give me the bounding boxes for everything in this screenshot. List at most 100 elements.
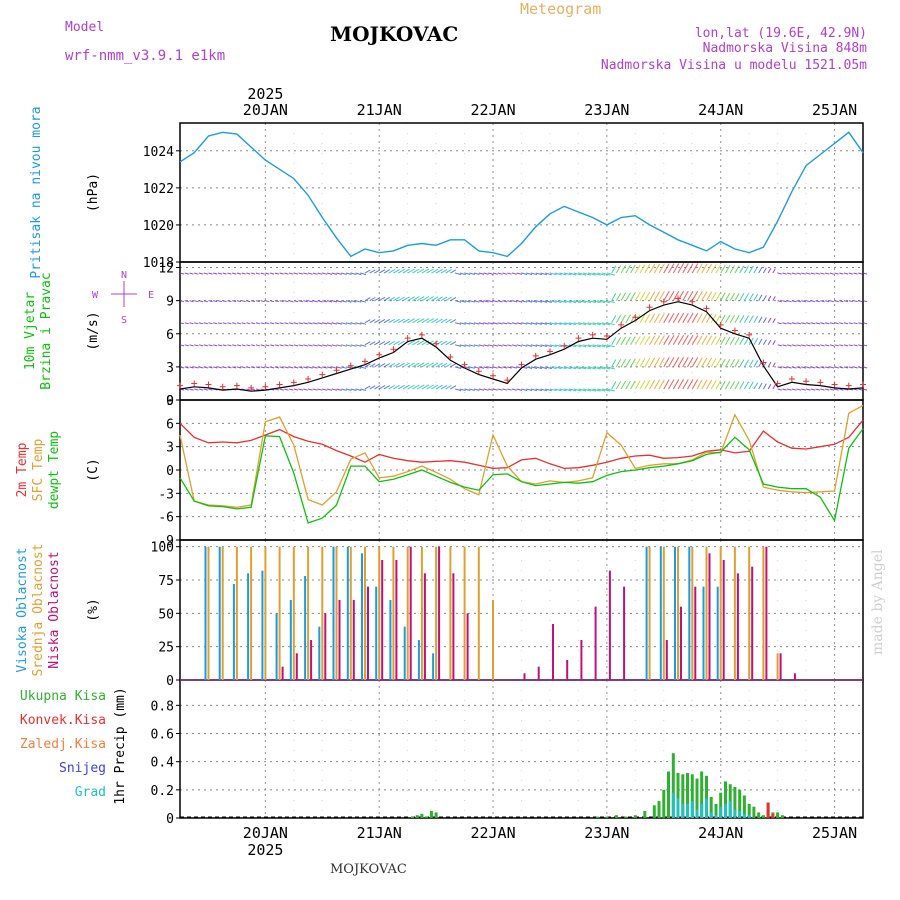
- wind-arrow: [834, 300, 839, 303]
- wind-arrow: [620, 336, 627, 346]
- wind-gust-marker: [831, 381, 838, 388]
- wind-arrow: [853, 300, 858, 303]
- y-tick-label: 3: [166, 441, 174, 456]
- wind-gust-marker: [575, 335, 582, 342]
- wind-arrow: [369, 385, 376, 390]
- cloud-bar: [367, 586, 369, 680]
- wind-arrow: [265, 322, 270, 325]
- wind-gust-marker: [319, 371, 326, 378]
- wind-arrow: [530, 388, 538, 392]
- wind-arrow: [502, 366, 508, 369]
- wind-arrow: [412, 296, 420, 302]
- wind-arrow: [450, 296, 457, 302]
- wind-arrow: [767, 339, 772, 346]
- wind-arrow: [824, 388, 830, 391]
- wind-arrow: [663, 290, 670, 301]
- wind-arrow: [473, 322, 480, 325]
- wind-gust-marker: [404, 335, 411, 342]
- wind-arrow: [435, 384, 443, 390]
- wind-arrow: [369, 269, 376, 274]
- y-tick-label: 6: [166, 417, 174, 432]
- wind-arrow: [492, 344, 498, 347]
- y-tick-label: 0: [166, 464, 174, 479]
- wind-arrow: [378, 296, 386, 302]
- precip-bar: [714, 815, 718, 818]
- wind-arrow: [549, 272, 557, 276]
- wind-arrow: [583, 322, 592, 326]
- wind-arrow: [317, 344, 323, 347]
- cloud-bar: [674, 546, 676, 680]
- wind-arrow: [421, 268, 430, 274]
- y-tick-label: 100: [151, 541, 174, 556]
- wind-gust-marker: [376, 351, 383, 358]
- wind-arrow: [336, 272, 342, 275]
- cloud-bar: [705, 546, 708, 680]
- wind-arrow: [198, 272, 204, 275]
- precip-bar: [719, 792, 723, 818]
- meteogram-label: Meteogram: [520, 0, 602, 18]
- wind-arrow: [843, 272, 849, 275]
- y-tick-label: 0.6: [151, 728, 174, 743]
- wind-arrow: [360, 388, 367, 391]
- wind-gust-marker: [632, 314, 639, 321]
- wind-arrow: [530, 344, 538, 347]
- wind-arrow: [217, 322, 223, 325]
- wind-arrow: [767, 295, 772, 301]
- wind-gust-marker: [177, 382, 183, 389]
- model-altitude-label: Nadmorska Visina u modelu 1521.05m: [600, 58, 867, 73]
- wind-arrow: [241, 322, 246, 325]
- wind-arrow: [753, 293, 759, 301]
- wind-arrow: [540, 300, 548, 303]
- wind-arrow: [454, 388, 462, 392]
- wind-arrow: [350, 300, 357, 303]
- wind-arrow: [378, 318, 386, 324]
- precip-bar: [752, 806, 756, 818]
- wind-arrow: [839, 366, 844, 369]
- wind-gust-marker: [860, 381, 866, 388]
- wind-arrow: [288, 344, 294, 347]
- wind-arrow: [307, 388, 313, 391]
- wind-arrow: [545, 344, 552, 348]
- wind-arrow: [687, 335, 694, 346]
- wind-arrow: [615, 381, 622, 390]
- wind-gust-marker: [233, 382, 240, 389]
- wind-arrow: [791, 366, 797, 369]
- wind-arrow: [658, 357, 665, 368]
- wind-arrow: [597, 388, 606, 392]
- wind-arrow: [701, 335, 708, 346]
- wind-arrow: [706, 379, 713, 390]
- wind-arrow: [545, 272, 552, 276]
- wind-arrow: [630, 264, 636, 274]
- wind-gust-marker: [191, 380, 198, 387]
- wind-arrow: [820, 322, 825, 325]
- precip-bar: [667, 771, 670, 818]
- wind-arrow: [578, 388, 587, 392]
- wind-arrow: [796, 388, 802, 391]
- wind-arrow: [801, 272, 806, 275]
- wind-arrow: [217, 272, 223, 275]
- wind-gust-marker: [347, 362, 354, 369]
- wind-arrow: [279, 388, 284, 391]
- wind-arrow: [568, 322, 577, 326]
- wind-arrow: [265, 366, 270, 369]
- wind-arrow: [634, 336, 641, 346]
- wind-arrow: [502, 272, 508, 275]
- precip-bar: [771, 813, 775, 818]
- wind-arrow: [488, 300, 494, 303]
- wind-arrow: [578, 322, 587, 326]
- wind-arrow: [725, 381, 731, 390]
- cloud-bar: [477, 546, 480, 680]
- wind-arrow: [620, 380, 627, 390]
- wind-arrow: [734, 337, 740, 346]
- cloud-bar: [492, 600, 494, 680]
- wind-arrow: [232, 366, 237, 369]
- wind-arrow: [843, 300, 849, 303]
- wind-arrow: [298, 322, 304, 325]
- wind-arrow: [284, 272, 289, 275]
- cloud-bar: [688, 546, 691, 680]
- wind-arrow: [658, 379, 665, 390]
- wind-arrow: [374, 319, 381, 324]
- wind-arrow: [288, 388, 294, 391]
- wind-arrow: [748, 265, 754, 274]
- wind-arrow: [858, 344, 863, 347]
